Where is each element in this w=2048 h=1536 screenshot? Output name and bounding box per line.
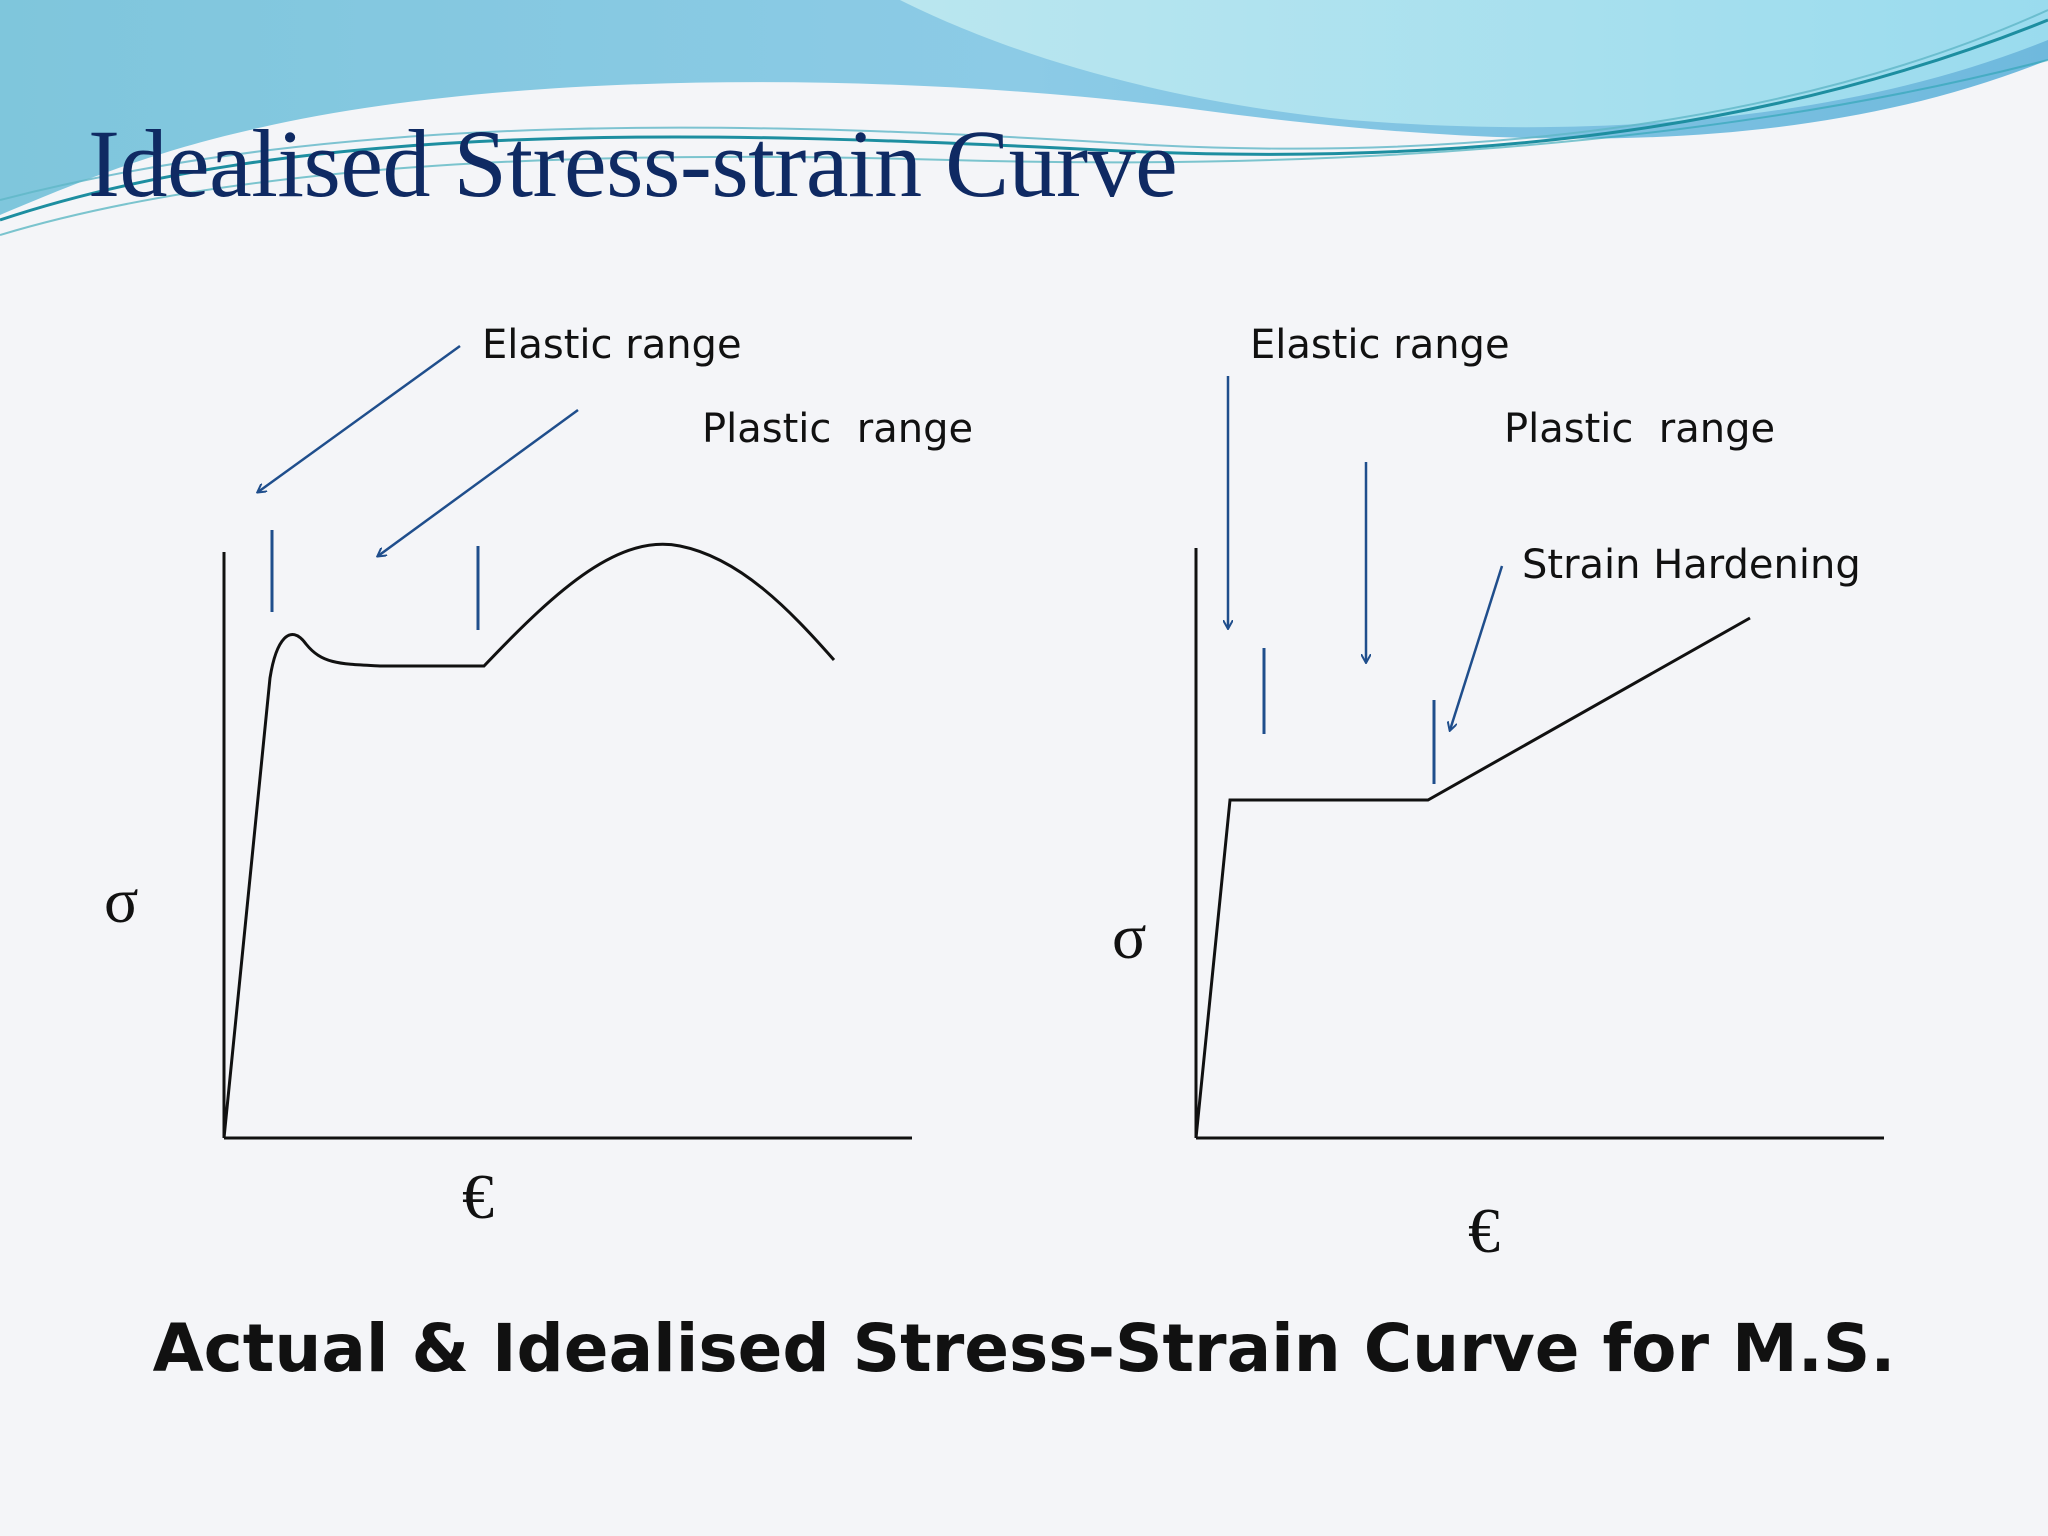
header-wave-decoration bbox=[0, 0, 2048, 236]
right-hardening-arrow bbox=[1450, 565, 1504, 730]
left-plastic-arrow bbox=[378, 408, 579, 556]
right-stress-symbol: σ bbox=[1112, 901, 1147, 972]
left-plastic-range-label: Plastic range bbox=[702, 406, 974, 452]
right-idealised-curve bbox=[1194, 616, 1751, 1139]
right-strain-hardening-label: Strain Hardening bbox=[1522, 542, 1861, 588]
right-plastic-range-label: Plastic range bbox=[1504, 406, 1776, 452]
left-stress-symbol: σ bbox=[104, 865, 139, 936]
right-diagram bbox=[1194, 376, 1884, 1140]
left-diagram bbox=[222, 344, 912, 1140]
left-actual-curve bbox=[222, 542, 836, 1139]
left-strain-symbol: € bbox=[462, 1161, 494, 1232]
slide-title: Idealised Stress-strain Curve bbox=[88, 110, 1178, 217]
figure-caption: Actual & Idealised Stress-Strain Curve f… bbox=[152, 1310, 1896, 1387]
right-elastic-range-label: Elastic range bbox=[1250, 322, 1510, 368]
left-elastic-range-label: Elastic range bbox=[482, 322, 742, 368]
right-strain-symbol: € bbox=[1468, 1195, 1500, 1266]
left-elastic-arrow bbox=[258, 344, 461, 492]
